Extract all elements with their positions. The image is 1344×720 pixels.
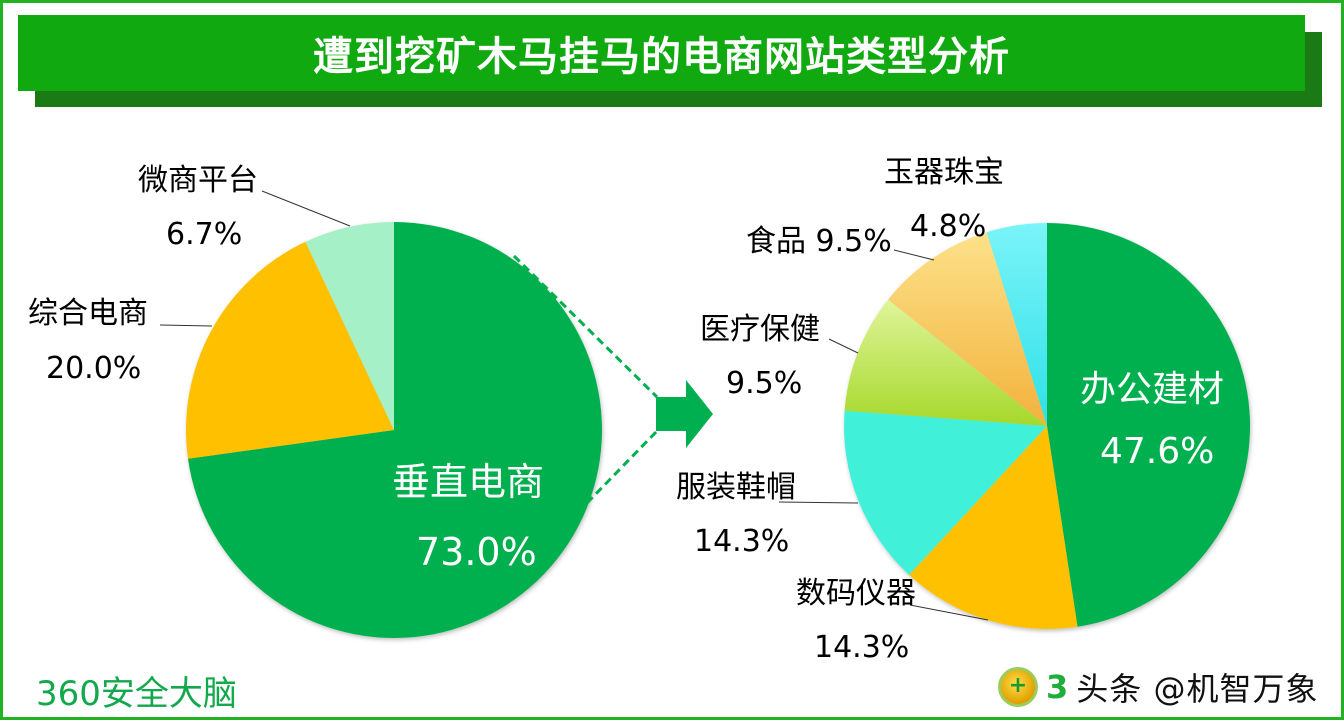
label-jade-pct: 4.8%: [910, 209, 987, 244]
watermark-text: 头条 @机智万象: [1076, 670, 1319, 708]
left-pie: [185, 222, 602, 638]
slice-apparel[interactable]: [844, 410, 1047, 575]
slice-jade-jewelry[interactable]: [986, 223, 1047, 426]
360-logo-icon: [998, 667, 1038, 707]
title-bar: 遭到挖矿木马挂马的电商网站类型分析: [18, 15, 1305, 91]
arrow-right-icon: [656, 380, 713, 448]
label-medical-pct: 9.5%: [726, 366, 803, 401]
watermark: 3 头条 @机智万象: [998, 664, 1318, 710]
leader-line-apparel: [778, 501, 859, 504]
label-wechat-pct: 6.7%: [166, 217, 243, 252]
label-digital-pct: 14.3%: [814, 630, 910, 665]
label-general-pct: 20.0%: [46, 351, 142, 386]
label-office-name: 办公建材: [1080, 369, 1225, 410]
connector-dashed-bottom: [585, 429, 659, 505]
slice-digital-instruments[interactable]: [909, 426, 1078, 629]
label-office-pct: 47.6%: [1100, 431, 1215, 472]
leader-line-food: [893, 249, 935, 261]
slice-food[interactable]: [888, 232, 1047, 426]
label-jade-name: 玉器珠宝: [884, 155, 1004, 190]
slice-medical[interactable]: [844, 299, 1047, 426]
label-vertical-name: 垂直电商: [392, 460, 545, 504]
label-digital-name: 数码仪器: [796, 576, 916, 611]
right-pie: [844, 223, 1251, 629]
leader-line-digital: [909, 604, 989, 621]
slice-general-ecommerce[interactable]: [185, 241, 394, 459]
source-label: 360安全大脑: [36, 674, 237, 714]
label-food-pct: 9.5%: [815, 224, 892, 259]
label-wechat-name: 微商平台: [138, 163, 258, 198]
connector-dashed-top: [512, 254, 659, 399]
label-vertical-pct: 73.0%: [416, 530, 537, 574]
label-general-name: 综合电商: [28, 296, 148, 331]
slice-wechat-commerce[interactable]: [305, 222, 394, 430]
leader-line-medical: [828, 338, 859, 354]
slice-office-building[interactable]: [1047, 223, 1251, 627]
label-food-name: 食品: [746, 224, 806, 259]
slice-vertical-ecommerce[interactable]: [187, 222, 602, 638]
label-medical-name: 医疗保健: [700, 312, 820, 347]
leader-line-general: [159, 324, 213, 327]
page-title: 遭到挖矿木马挂马的电商网站类型分析: [313, 34, 1010, 80]
label-apparel-pct: 14.3%: [694, 524, 790, 559]
brand-prefix: 3: [1046, 668, 1069, 706]
label-food: 食品 9.5%: [746, 225, 892, 259]
leader-line-wechat: [261, 190, 351, 227]
label-apparel-name: 服装鞋帽: [676, 470, 796, 505]
